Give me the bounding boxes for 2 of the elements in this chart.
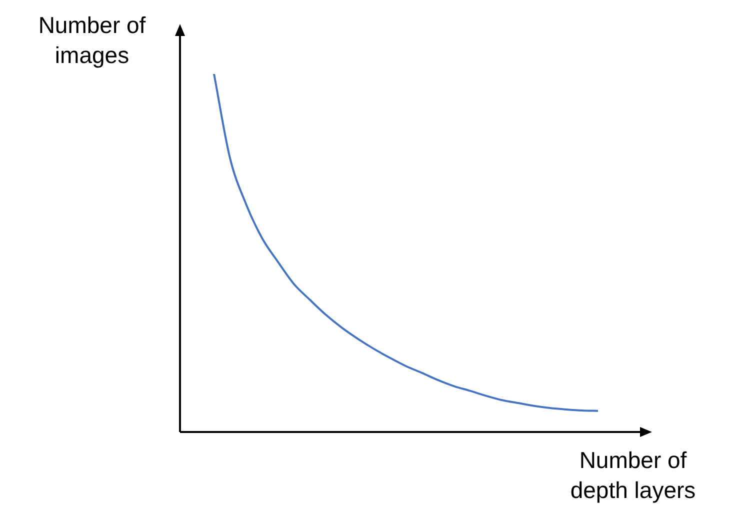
x-axis-title: Number of depth layers bbox=[569, 446, 697, 505]
y-axis-title: Number of images bbox=[37, 11, 147, 70]
